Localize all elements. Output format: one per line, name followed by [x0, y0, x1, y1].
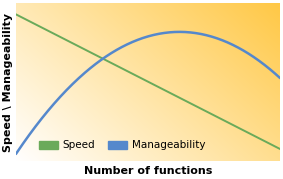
Legend: Speed, Manageability: Speed, Manageability [35, 136, 209, 155]
X-axis label: Number of functions: Number of functions [84, 166, 212, 176]
Y-axis label: Speed \ Manageability: Speed \ Manageability [3, 13, 14, 152]
